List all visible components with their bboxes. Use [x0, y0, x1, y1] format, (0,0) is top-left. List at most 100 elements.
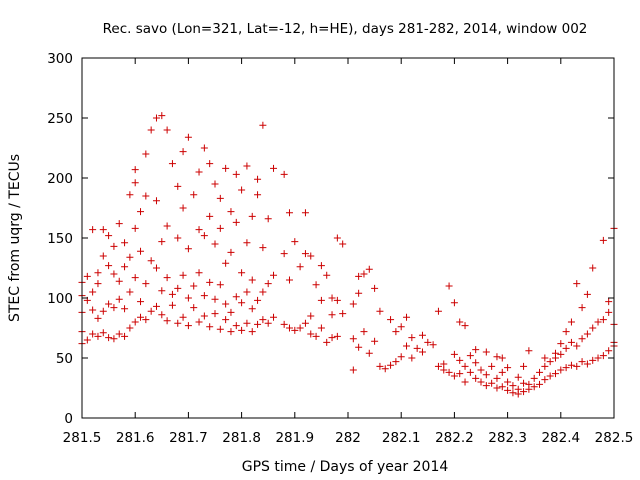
data-point: [557, 366, 565, 374]
data-point: [163, 317, 171, 325]
data-point: [488, 362, 496, 370]
data-point: [461, 378, 469, 386]
data-point: [248, 276, 256, 284]
data-point: [418, 331, 426, 339]
data-point: [333, 332, 341, 340]
data-point: [115, 330, 123, 338]
data-point: [131, 179, 139, 187]
data-point: [445, 368, 453, 376]
data-point: [296, 263, 304, 271]
data-point: [259, 288, 267, 296]
data-point: [254, 296, 262, 304]
data-point: [328, 334, 336, 342]
data-point: [254, 320, 262, 328]
data-point: [387, 316, 395, 324]
data-point: [333, 296, 341, 304]
data-point: [227, 308, 235, 316]
data-point: [333, 234, 341, 242]
data-point: [530, 383, 538, 391]
data-point: [349, 335, 357, 343]
data-point: [509, 389, 517, 397]
data-point: [387, 361, 395, 369]
data-point: [227, 248, 235, 256]
data-point: [270, 164, 278, 172]
data-point: [174, 284, 182, 292]
data-point: [248, 328, 256, 336]
data-point: [381, 365, 389, 373]
data-point: [605, 347, 613, 355]
data-point: [307, 312, 315, 320]
data-point: [222, 300, 230, 308]
data-point: [259, 121, 267, 129]
data-point: [158, 287, 166, 295]
data-point: [589, 324, 597, 332]
data-point: [562, 364, 570, 372]
data-point: [504, 386, 512, 394]
data-point: [147, 257, 155, 265]
data-point: [514, 373, 522, 381]
data-point: [349, 300, 357, 308]
data-point: [562, 344, 570, 352]
data-point: [211, 295, 219, 303]
data-point: [525, 347, 533, 355]
data-point: [365, 349, 373, 357]
x-tick-label: 282.4: [541, 430, 580, 446]
data-point: [440, 366, 448, 374]
data-point: [216, 325, 224, 333]
data-point: [152, 264, 160, 272]
data-point: [222, 164, 230, 172]
data-point: [232, 170, 240, 178]
data-point: [450, 299, 458, 307]
data-point: [142, 280, 150, 288]
data-point: [248, 212, 256, 220]
data-point: [599, 236, 607, 244]
data-point: [546, 358, 554, 366]
y-tick-label: 50: [56, 351, 73, 367]
data-point: [222, 316, 230, 324]
data-point: [190, 304, 198, 312]
data-point: [328, 294, 336, 302]
data-point: [301, 209, 309, 217]
data-point: [557, 340, 565, 348]
data-point: [158, 112, 166, 120]
data-point: [99, 226, 107, 234]
data-point: [216, 281, 224, 289]
data-point: [355, 343, 363, 351]
data-point: [371, 337, 379, 345]
data-point: [99, 329, 107, 337]
data-point: [365, 265, 373, 273]
data-point: [94, 280, 102, 288]
data-point: [243, 319, 251, 327]
data-point: [429, 341, 437, 349]
data-point: [583, 290, 591, 298]
data-point: [456, 370, 464, 378]
data-point: [115, 220, 123, 228]
data-point: [424, 338, 432, 346]
data-point: [206, 278, 214, 286]
data-point: [126, 253, 134, 261]
data-point: [551, 370, 559, 378]
data-point: [89, 226, 97, 234]
data-point: [184, 245, 192, 253]
data-point: [376, 362, 384, 370]
data-point: [264, 319, 272, 327]
data-point: [179, 148, 187, 156]
data-point: [392, 358, 400, 366]
data-point: [184, 133, 192, 141]
data-point: [248, 305, 256, 313]
data-point: [376, 307, 384, 315]
data-point: [174, 319, 182, 327]
data-point: [259, 316, 267, 324]
data-point: [520, 388, 528, 396]
data-point: [578, 358, 586, 366]
data-point: [206, 160, 214, 168]
data-point: [270, 313, 278, 321]
data-point: [280, 250, 288, 258]
data-point: [530, 374, 538, 382]
data-point: [174, 182, 182, 190]
data-point: [243, 288, 251, 296]
data-point: [264, 215, 272, 223]
data-point: [567, 338, 575, 346]
data-point: [238, 186, 246, 194]
